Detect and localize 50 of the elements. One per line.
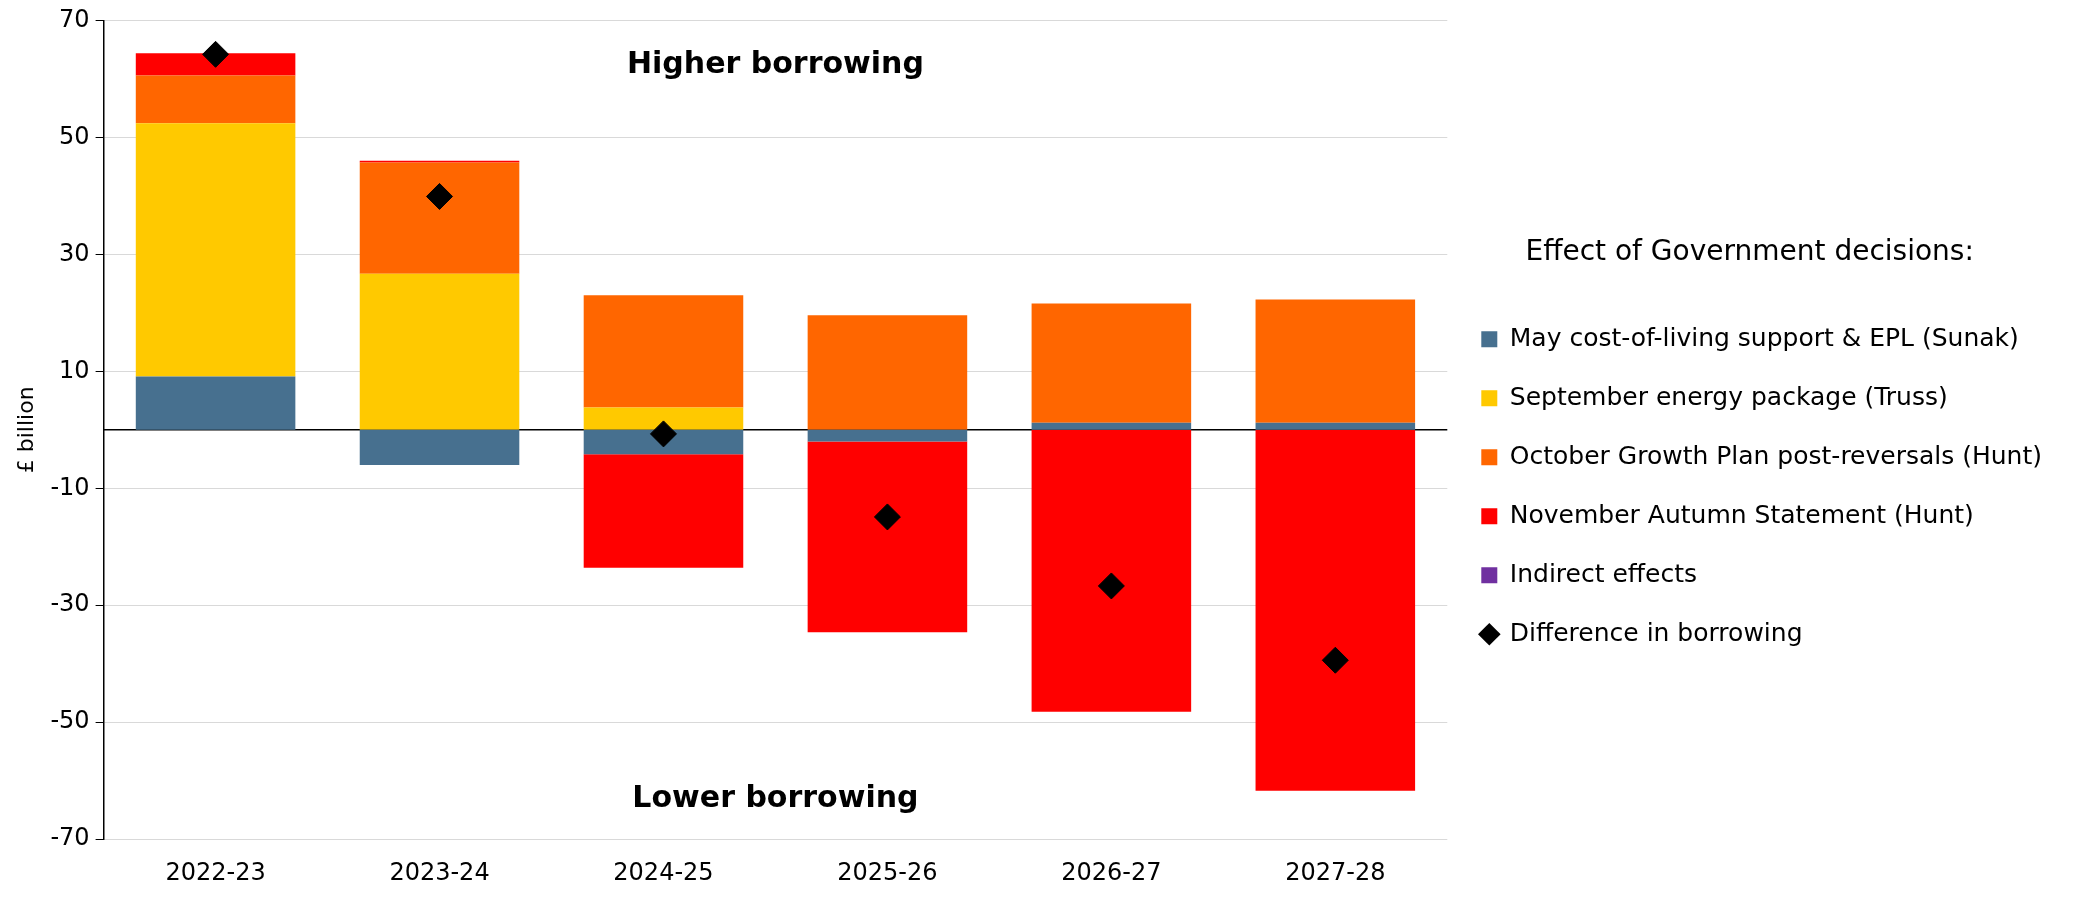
bar [135, 53, 296, 76]
point [426, 182, 454, 210]
bar [1255, 429, 1416, 791]
x-tick-label: 2023-24 [389, 857, 490, 886]
point [649, 420, 677, 448]
bar [1255, 299, 1416, 423]
legend-label: November Autumn Statement (Hunt) [1509, 499, 1974, 529]
x-tick-label: 2026-27 [1061, 857, 1162, 886]
bar [135, 376, 296, 430]
bar [1255, 422, 1416, 430]
point [873, 503, 901, 531]
y-tick-label: -70 [50, 823, 90, 852]
bar [807, 441, 968, 633]
annotation: Higher borrowing [626, 45, 924, 81]
bar [359, 273, 520, 430]
bar [359, 162, 520, 274]
y-tick-label: -10 [50, 472, 90, 501]
bar [583, 407, 744, 430]
bar [359, 429, 520, 465]
bar [135, 75, 296, 124]
annotation: Lower borrowing [632, 779, 919, 814]
legend-label: Difference in borrowing [1509, 617, 1803, 647]
point [202, 40, 230, 68]
bar [583, 454, 744, 568]
x-tick-label: 2024-25 [613, 857, 714, 886]
bar [583, 429, 744, 455]
bar [807, 429, 968, 442]
x-tick-label: 2025-26 [837, 857, 938, 886]
y-tick-label: 30 [59, 238, 90, 267]
y-tick-label: 70 [59, 4, 90, 33]
y-tick-label: -30 [50, 589, 90, 618]
x-tick-label: 2022-23 [165, 857, 266, 886]
y-tick-label: -50 [50, 706, 90, 735]
legend-label: Indirect effects [1509, 558, 1697, 588]
y-tick-label: 10 [59, 355, 90, 384]
bar [1031, 429, 1192, 712]
point [1321, 646, 1349, 674]
legend-label: October Growth Plan post-reversals (Hunt) [1509, 440, 2042, 470]
x-tick-label: 2027-28 [1285, 857, 1386, 886]
bar [583, 295, 744, 408]
y-axis-title: £ billion [12, 386, 38, 474]
legend-label: September energy package (Truss) [1509, 381, 1948, 411]
y-tick-label: 50 [59, 121, 90, 150]
bar [1031, 422, 1192, 430]
point [1097, 572, 1125, 600]
bar [807, 315, 968, 430]
bar [1031, 303, 1192, 423]
bar [135, 123, 296, 377]
legend-label: May cost-of-living support & EPL (Sunak) [1509, 322, 2019, 352]
legend-title: Effect of Government decisions: [1525, 234, 1974, 268]
